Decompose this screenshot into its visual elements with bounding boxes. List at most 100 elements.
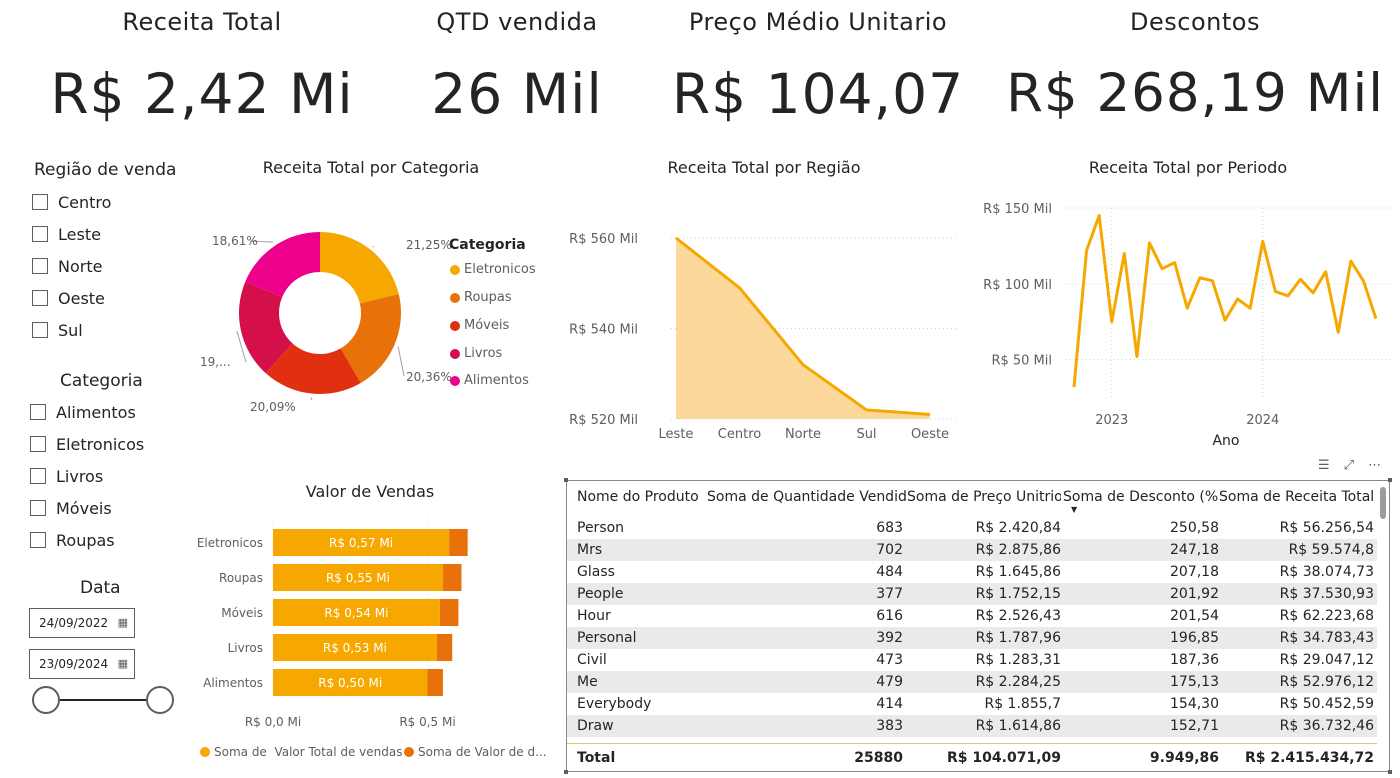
column-header-desconto[interactable]: Soma de Desconto (%) <box>1063 489 1219 505</box>
table-cell: R$ 1.614,86 <box>975 718 1061 734</box>
more-options-icon[interactable]: ⋯ <box>1368 458 1382 473</box>
column-header-quantidade[interactable]: Soma de Quantidade Vendida <box>707 489 907 505</box>
date-slider-track[interactable] <box>46 699 160 701</box>
resize-handle[interactable] <box>1388 770 1392 774</box>
resize-handle[interactable] <box>564 770 568 774</box>
checkbox[interactable] <box>30 404 46 420</box>
table-cell: R$ 1.283,31 <box>975 652 1061 668</box>
donut-slice[interactable] <box>320 232 399 304</box>
bar-second[interactable] <box>427 669 443 696</box>
table-cell: Me <box>577 674 598 690</box>
legend-dot <box>450 292 460 303</box>
resize-handle[interactable] <box>564 478 568 482</box>
x-tick-label: R$ 0,5 Mi <box>399 715 455 729</box>
y-category-label: Livros <box>228 641 263 655</box>
bar-chart[interactable]: R$ 0,0 Mi R$ 0,5 Mi Eletronicos R$ 0,57 Mi R… <box>190 510 560 760</box>
table-cell: 683 <box>876 520 903 536</box>
slicer-item-livros[interactable]: Livros <box>30 465 103 487</box>
resize-handle[interactable] <box>1388 478 1392 482</box>
table-cell: 207,18 <box>1170 564 1219 580</box>
bar-legend-item-2[interactable]: Soma de Valor de d... <box>404 745 547 759</box>
table-row[interactable]: Mrs 702 R$ 2.875,86 247,18 R$ 59.574,8 <box>567 539 1377 561</box>
bar-main[interactable] <box>273 564 443 591</box>
table-row[interactable]: Me 479 R$ 2.284,25 175,13 R$ 52.976,12 <box>567 671 1377 693</box>
column-header-preco[interactable]: Soma de Preço Unitrio <box>907 489 1061 505</box>
total-cell: Total <box>577 750 616 766</box>
table-row[interactable]: Civil 473 R$ 1.283,31 187,36 R$ 29.047,12 <box>567 649 1377 671</box>
legend-item-alimentos[interactable]: Alimentos <box>450 373 529 388</box>
slicer-item-eletronicos[interactable]: Eletronicos <box>30 433 144 455</box>
bar-main[interactable] <box>273 599 440 626</box>
table-header: Nome do Produto Soma de Quantidade Vendi… <box>567 481 1377 517</box>
total-cell: R$ 104.071,09 <box>947 750 1061 766</box>
date-start-input[interactable]: 24/09/2022 ▦ <box>29 608 135 638</box>
calendar-icon[interactable]: ▦ <box>117 616 128 629</box>
date-end-input[interactable]: 23/09/2024 ▦ <box>29 649 135 679</box>
bar-second[interactable] <box>449 529 468 556</box>
bar-chart-title: Valor de Vendas <box>305 482 435 501</box>
table-row[interactable]: Hour 616 R$ 2.526,43 201,54 R$ 62.223,68 <box>567 605 1377 627</box>
bar-main[interactable] <box>273 634 437 661</box>
area-line[interactable] <box>675 236 931 416</box>
line-chart[interactable]: R$ 150 Mil R$ 100 Mil R$ 50 Mil 2023 2024 Ano <box>974 190 1394 455</box>
bar-second[interactable] <box>436 634 453 661</box>
slicer-item-roupas[interactable]: Roupas <box>30 529 115 551</box>
table-row[interactable]: Glass 484 R$ 1.645,86 207,18 R$ 38.074,73 <box>567 561 1377 583</box>
slicer-item-alimentos[interactable]: Alimentos <box>30 401 136 423</box>
area-chart[interactable]: R$ 560 Mil R$ 540 Mil R$ 520 Mil Leste Centr… <box>566 190 966 460</box>
slicer-categoria-title: Categoria <box>60 371 143 391</box>
donut-slice[interactable] <box>265 343 361 394</box>
table-scrollbar[interactable] <box>1380 487 1386 519</box>
table-row[interactable]: People 377 R$ 1.752,15 201,92 R$ 37.530,93 <box>567 583 1377 605</box>
date-end-value: 23/09/2024 <box>39 657 109 671</box>
slicer-item-norte[interactable]: Norte <box>32 255 102 277</box>
checkbox[interactable] <box>30 436 46 452</box>
series-line[interactable] <box>1072 214 1378 388</box>
checkbox[interactable] <box>30 500 46 516</box>
checkbox[interactable] <box>32 226 48 242</box>
x-tick-label: 2023 <box>1095 413 1128 428</box>
data-table[interactable]: Nome do Produto Soma de Quantidade Vendi… <box>566 480 1390 772</box>
legend-item-livros[interactable]: Livros <box>450 346 502 361</box>
slicer-item-sul[interactable]: Sul <box>32 319 83 341</box>
checkbox[interactable] <box>30 468 46 484</box>
column-header-receita[interactable]: Soma de Receita Total <box>1219 489 1374 505</box>
table-row[interactable]: Personal 392 R$ 1.787,96 196,85 R$ 34.783,43 <box>567 627 1377 649</box>
date-slider-start-handle[interactable] <box>32 686 60 714</box>
table-row[interactable]: Everybody 414 R$ 1.855,7 154,30 R$ 50.452,59 <box>567 693 1377 715</box>
filter-icon[interactable]: ☰ <box>1318 458 1330 473</box>
column-header-produto[interactable]: Nome do Produto <box>577 489 699 505</box>
slicer-item-leste[interactable]: Leste <box>32 223 101 245</box>
kpi-value: R$ 268,19 Mil <box>1006 63 1384 124</box>
legend-item-moveis[interactable]: Móveis <box>450 318 509 333</box>
bar-main[interactable] <box>273 529 450 556</box>
x-tick-label: Sul <box>856 427 876 442</box>
donut-slice[interactable] <box>239 281 293 374</box>
checkbox[interactable] <box>30 532 46 548</box>
donut-slice[interactable] <box>340 294 401 384</box>
checkbox[interactable] <box>32 194 48 210</box>
slicer-item-centro[interactable]: Centro <box>32 191 111 213</box>
checkbox[interactable] <box>32 290 48 306</box>
donut-chart[interactable]: 21,25% 20,36% 20,09% 19,... 18,61% <box>190 190 530 450</box>
legend-item-roupas[interactable]: Roupas <box>450 290 512 305</box>
bar-legend-item-1[interactable]: Soma de Valor Total de vendas <box>200 745 402 759</box>
focus-mode-icon[interactable]: ⤢ <box>1343 458 1355 473</box>
table-cell: R$ 1.787,96 <box>975 630 1061 646</box>
bar-second[interactable] <box>442 564 462 591</box>
slicer-item-oeste[interactable]: Oeste <box>32 287 105 309</box>
slicer-item-moveis[interactable]: Móveis <box>30 497 112 519</box>
calendar-icon[interactable]: ▦ <box>117 657 128 670</box>
table-cell: R$ 56.256,54 <box>1279 520 1374 536</box>
bar-main[interactable] <box>273 669 428 696</box>
date-slider-end-handle[interactable] <box>146 686 174 714</box>
checkbox[interactable] <box>32 322 48 338</box>
checkbox[interactable] <box>32 258 48 274</box>
table-cell: R$ 2.420,84 <box>975 520 1061 536</box>
bar-second[interactable] <box>439 599 459 626</box>
legend-item-eletronicos[interactable]: Eletronicos <box>450 262 536 277</box>
legend-label: Livros <box>464 346 503 361</box>
table-row[interactable]: Person 683 R$ 2.420,84 250,58 R$ 56.256,54 <box>567 517 1377 539</box>
donut-slice[interactable] <box>245 232 320 297</box>
table-row[interactable]: Draw 383 R$ 1.614,86 152,71 R$ 36.732,46 <box>567 715 1377 737</box>
